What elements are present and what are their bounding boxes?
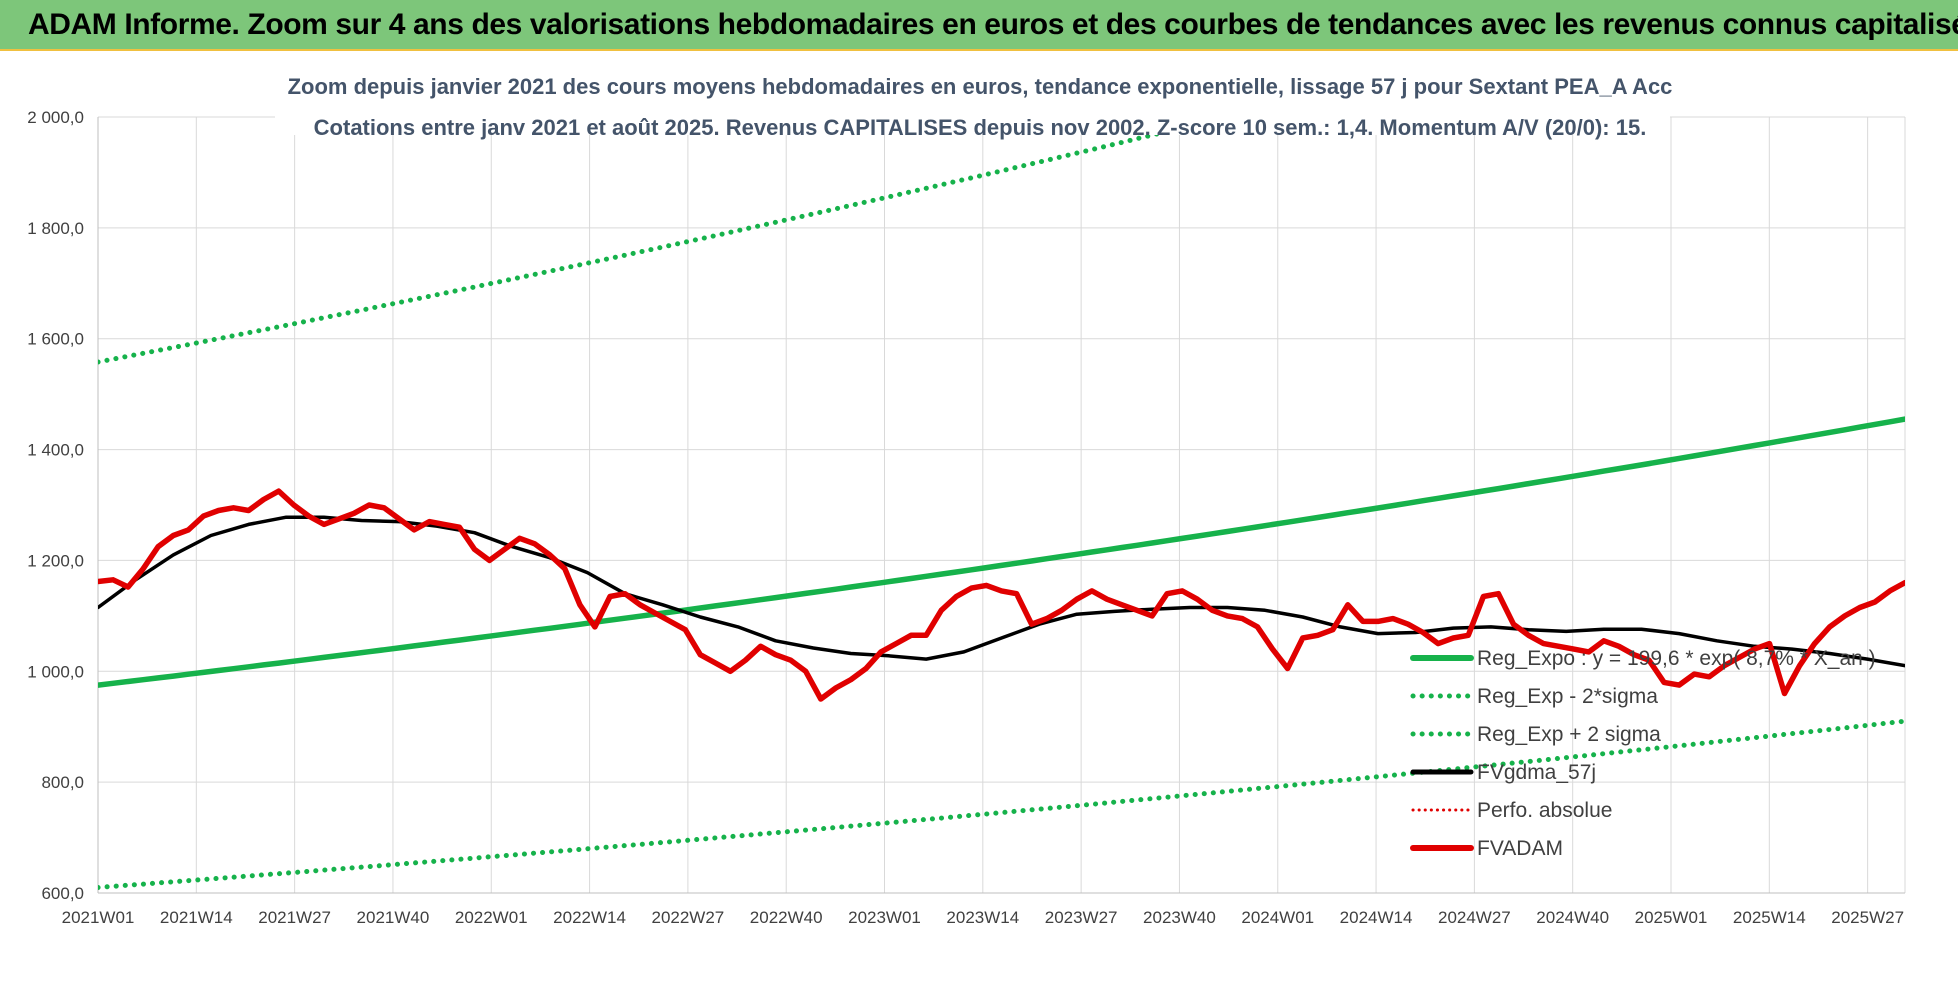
x-tick-label: 2024W14 — [1340, 908, 1413, 927]
chart-subtitle-line-2: Cotations entre janv 2021 et août 2025. … — [314, 115, 1647, 140]
x-tick-label: 2022W14 — [553, 908, 626, 927]
line-chart: 600,0 800,0 1 000,0 1 200,0 1 400,0 1 600,0 1 … — [27, 59, 1906, 927]
y-tick-label: 2 000,0 — [27, 108, 84, 127]
y-tick-label: 600,0 — [41, 884, 84, 903]
legend-label: Reg_Exp + 2 sigma — [1477, 723, 1661, 746]
series-line-2 — [98, 117, 1238, 365]
x-tick-label: 2021W40 — [357, 908, 430, 927]
x-tick-label: 2022W01 — [455, 908, 528, 927]
x-tick-label: 2023W27 — [1045, 908, 1118, 927]
plot-series — [98, 117, 1905, 890]
x-tick-label: 2021W14 — [160, 908, 233, 927]
x-tick-label: 2025W27 — [1831, 908, 1904, 927]
y-tick-label: 1 800,0 — [27, 219, 84, 238]
legend-label: FVgdma_57j — [1477, 761, 1596, 784]
chart-area: 600,0 800,0 1 000,0 1 200,0 1 400,0 1 600,0 1 … — [0, 51, 1958, 984]
legend-label: Reg_Expo : y = 199,6 * exp( 8,7% * X_an … — [1477, 647, 1876, 670]
x-tick-label: 2021W01 — [62, 908, 135, 927]
x-tick-label: 2025W14 — [1733, 908, 1806, 927]
title-banner: ADAM Informe. Zoom sur 4 ans des valoris… — [0, 0, 1958, 51]
y-tick-label: 1 400,0 — [27, 441, 84, 460]
x-tick-label: 2022W27 — [651, 908, 724, 927]
y-tick-label: 1 600,0 — [27, 330, 84, 349]
banner-title: ADAM Informe. Zoom sur 4 ans des valoris… — [28, 8, 1958, 41]
x-tick-label: 2025W01 — [1635, 908, 1708, 927]
x-tick-label: 2023W01 — [848, 908, 921, 927]
legend-label: Perfo. absolue — [1477, 799, 1612, 822]
series-line-5 — [98, 488, 1905, 702]
x-tick-label: 2021W27 — [258, 908, 331, 927]
x-tick-label: 2023W40 — [1143, 908, 1216, 927]
x-tick-label: 2023W14 — [946, 908, 1019, 927]
x-tick-label: 2024W40 — [1536, 908, 1609, 927]
chart-subtitle-line-1: Zoom depuis janvier 2021 des cours moyen… — [288, 74, 1673, 99]
x-tick-label: 2024W27 — [1438, 908, 1511, 927]
series-line-1 — [98, 718, 1905, 890]
y-tick-label: 1 200,0 — [27, 551, 84, 570]
x-tick-label: 2022W40 — [750, 908, 823, 927]
y-tick-label: 1 000,0 — [27, 662, 84, 681]
x-tick-label: 2024W01 — [1241, 908, 1314, 927]
series-line-0 — [98, 416, 1905, 688]
legend-label: FVADAM — [1477, 837, 1563, 860]
legend-label: Reg_Exp - 2*sigma — [1477, 685, 1658, 708]
subtitle-background — [275, 59, 1670, 135]
y-tick-label: 800,0 — [41, 773, 84, 792]
